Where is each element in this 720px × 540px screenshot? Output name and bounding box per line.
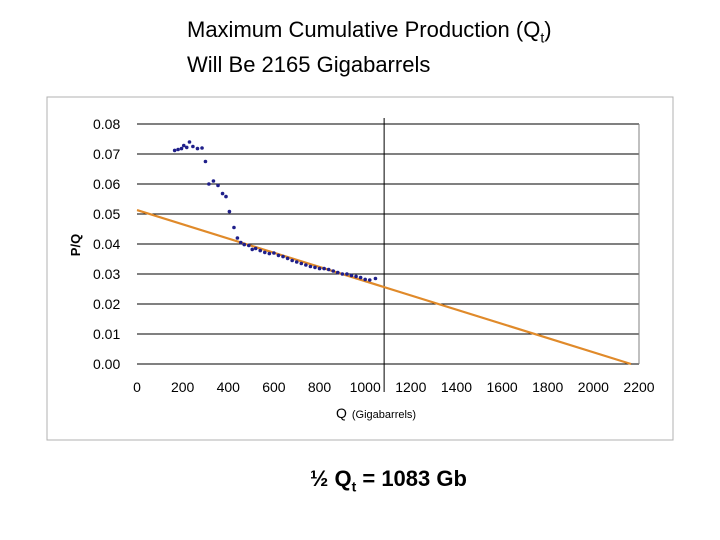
data-point: [313, 265, 317, 270]
x-axis-label-unit: (Gigabarrels): [352, 409, 416, 421]
x-tick-label: 1800: [532, 379, 563, 395]
x-tick-label: 2000: [578, 379, 609, 395]
data-point: [184, 145, 189, 150]
y-tick-label: 0.05: [93, 206, 120, 222]
chart-frame: [46, 96, 674, 441]
data-point: [340, 272, 345, 276]
data-point: [253, 246, 258, 251]
data-point: [322, 266, 326, 271]
x-tick-label: 2200: [623, 379, 654, 395]
x-tick-label: 0: [133, 379, 141, 395]
x-tick-label: 800: [308, 379, 332, 395]
trend-layer: [136, 209, 632, 366]
data-point: [224, 194, 228, 199]
data-point: [354, 274, 358, 279]
data-point: [363, 277, 367, 282]
y-tick-label: 0.02: [93, 296, 120, 312]
half-qt-caption: ½ Qt = 1083 Gb: [310, 466, 467, 494]
title-line-1: Maximum Cumulative Production (Qt): [187, 16, 552, 51]
data-point: [285, 256, 290, 261]
y-tick-labels: 0.00 0.01 0.02 0.03 0.04 0.05 0.06 0.07 0.08: [93, 116, 120, 372]
title-line-1-subscript: t: [540, 29, 545, 46]
y-tick-label: 0.07: [93, 146, 120, 162]
data-point: [172, 148, 177, 153]
y-tick-label: 0.04: [93, 236, 120, 252]
y-tick-label: 0.01: [93, 326, 120, 342]
x-tick-label: 200: [171, 379, 195, 395]
data-point: [373, 276, 378, 281]
data-point: [326, 267, 331, 272]
data-point: [227, 209, 232, 214]
chart-title: Maximum Cumulative Production (Qt) Will …: [187, 16, 552, 79]
data-point: [247, 243, 251, 248]
data-point: [207, 182, 211, 186]
data-point: [179, 146, 184, 151]
x-tick-label: 600: [262, 379, 286, 395]
data-point: [200, 146, 204, 150]
caption-prefix: ½ Q: [310, 466, 352, 491]
data-point: [203, 159, 208, 164]
data-point: [239, 240, 243, 245]
data-point: [367, 278, 372, 282]
data-point: [299, 261, 304, 266]
data-point: [195, 146, 200, 151]
y-tick-label: 0.00: [93, 356, 120, 372]
data-point: [258, 248, 263, 253]
x-tick-label: 1200: [395, 379, 426, 395]
x-tick-labels: 0 200 400 600 800 1000 1200 1400 1600 1800 2000 220…: [133, 379, 655, 395]
data-point: [176, 147, 180, 152]
x-tick-label: 400: [217, 379, 241, 395]
data-point: [235, 236, 240, 240]
data-point: [267, 251, 272, 256]
y-axis-label: P/Q: [68, 234, 83, 256]
data-point: [250, 247, 255, 252]
data-point: [276, 253, 281, 258]
data-point: [187, 140, 192, 144]
y-tick-label: 0.08: [93, 116, 120, 132]
data-point: [294, 260, 299, 264]
title-line-2: Will Be 2165 Gigabarrels: [187, 52, 431, 78]
data-point: [181, 143, 186, 148]
data-point: [216, 183, 220, 188]
data-point: [191, 144, 195, 149]
data-point: [345, 272, 349, 276]
y-tick-label: 0.03: [93, 266, 120, 282]
data-point: [232, 225, 236, 230]
data-point: [211, 179, 216, 183]
x-tick-label: 1600: [487, 379, 518, 395]
caption-suffix: = 1083 Gb: [356, 466, 467, 491]
points-layer: [172, 140, 378, 282]
data-point: [317, 266, 322, 271]
data-point: [242, 242, 247, 247]
data-point: [290, 258, 294, 263]
grid-layer: [137, 118, 640, 392]
x-tick-label: 1000: [350, 379, 381, 395]
data-point: [262, 250, 267, 255]
caption-subscript: t: [351, 478, 357, 495]
data-point: [220, 191, 225, 196]
data-point: [304, 263, 308, 267]
data-point: [272, 251, 276, 255]
x-axis-label-main: Q: [336, 405, 347, 421]
data-point: [358, 275, 363, 280]
x-tick-label: 1400: [441, 379, 472, 395]
data-point: [308, 264, 313, 269]
data-point: [349, 273, 354, 278]
data-point: [336, 270, 340, 275]
trend-line: [136, 209, 632, 366]
y-tick-label: 0.06: [93, 176, 120, 192]
data-point: [331, 269, 336, 273]
title-line-1-suffix: ): [544, 17, 552, 42]
x-axis-label: Q (Gigabarrels): [336, 405, 416, 421]
title-line-1-prefix: Maximum Cumulative Production (Q: [187, 17, 541, 42]
data-point: [281, 254, 285, 259]
